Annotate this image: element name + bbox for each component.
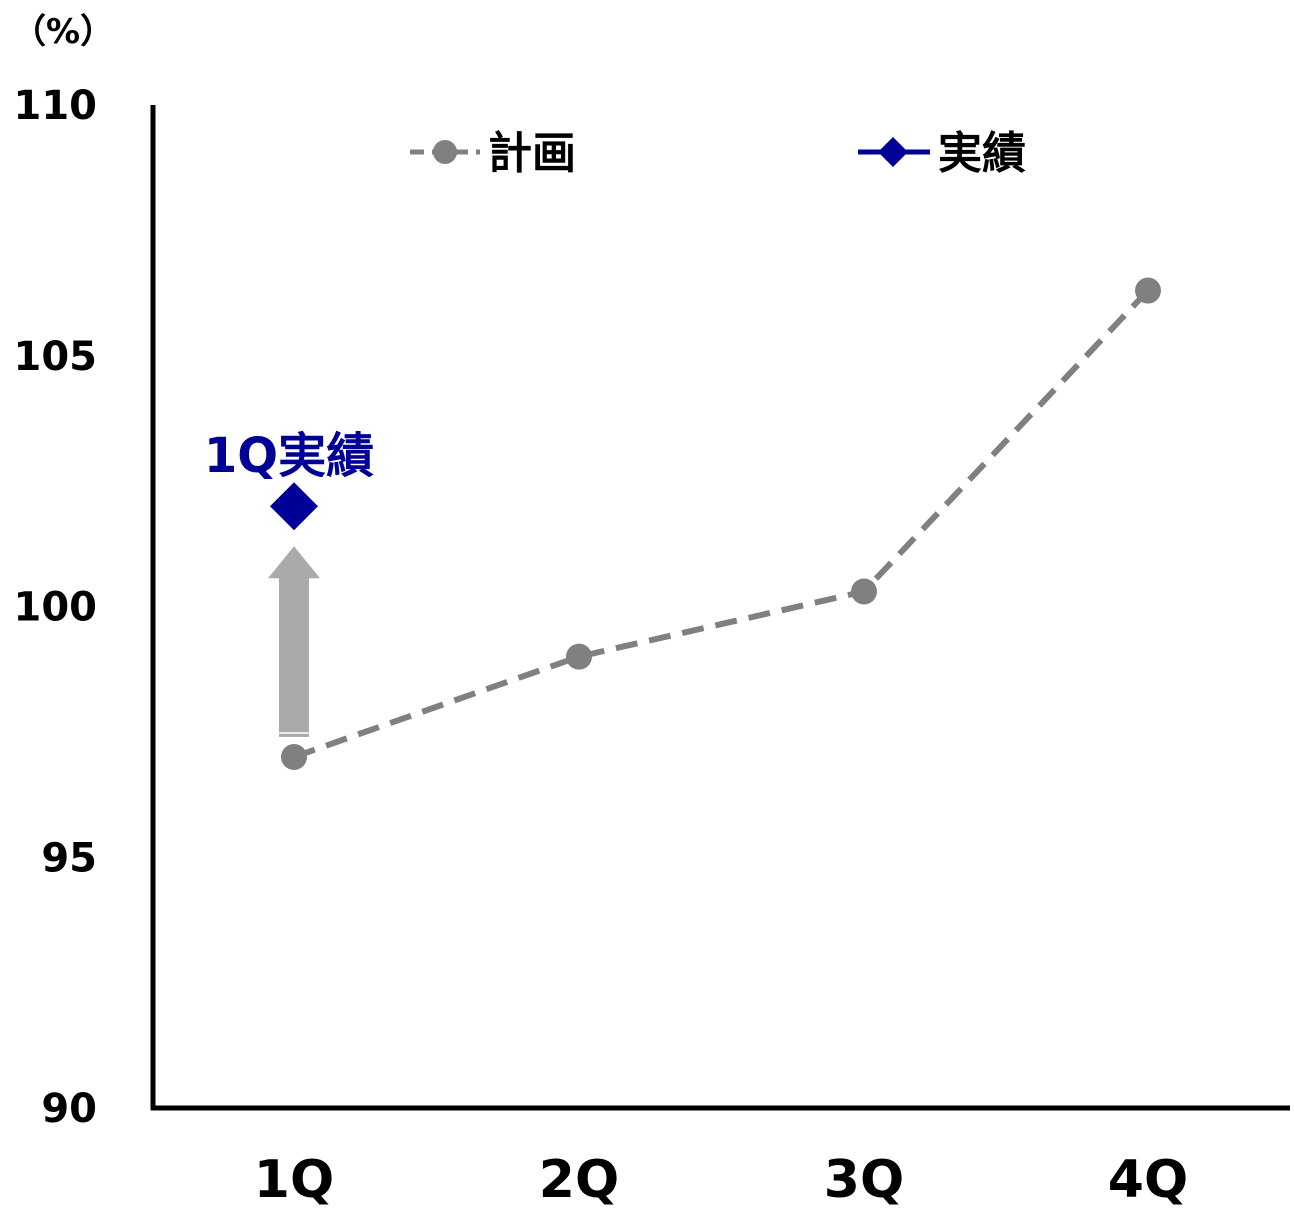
y-tick-label: 90 bbox=[41, 1086, 97, 1132]
x-tick-label: 2Q bbox=[539, 1150, 619, 1210]
legend-plan-label: 計画 bbox=[488, 128, 576, 179]
x-tick-label: 4Q bbox=[1108, 1150, 1188, 1210]
series-plan-point bbox=[1135, 277, 1161, 304]
series-plan-line bbox=[293, 288, 1151, 760]
annotation-label: 1Q実績 bbox=[204, 428, 374, 484]
y-tick-label: 105 bbox=[14, 334, 98, 380]
series-actual-point bbox=[270, 482, 318, 531]
y-tick-label: 95 bbox=[41, 835, 97, 881]
improvement-arrow bbox=[268, 546, 320, 739]
arrow-head bbox=[268, 546, 320, 579]
arrow-shaft bbox=[279, 576, 309, 737]
legend-actual-marker bbox=[878, 137, 908, 167]
x-tick-label: 1Q bbox=[254, 1150, 334, 1210]
series-plan-point bbox=[281, 743, 307, 770]
series-plan-point bbox=[566, 643, 592, 670]
y-unit-label: （%） bbox=[12, 12, 114, 52]
y-tick-label: 100 bbox=[14, 585, 98, 631]
y-tick-label: 110 bbox=[14, 83, 98, 129]
legend-plan-marker bbox=[433, 140, 457, 164]
series-plan-point bbox=[851, 578, 877, 605]
legend-actual-label: 実績 bbox=[938, 128, 1026, 179]
x-tick-label: 3Q bbox=[824, 1150, 904, 1210]
